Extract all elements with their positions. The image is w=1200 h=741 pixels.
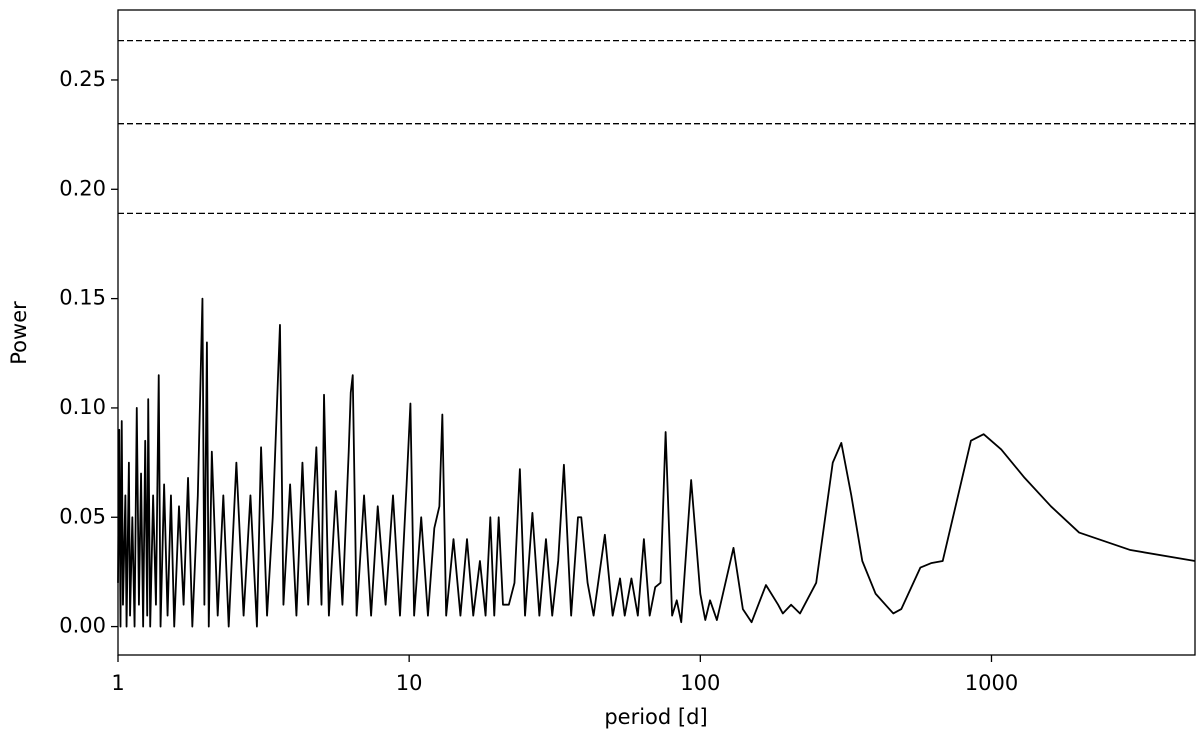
y-tick-label: 0.10: [59, 395, 106, 419]
y-tick-label: 0.15: [59, 286, 106, 310]
y-tick-label: 0.00: [59, 614, 106, 638]
y-tick-label: 0.05: [59, 504, 106, 528]
x-tick-label: 1: [111, 671, 124, 695]
x-tick-label: 1000: [965, 671, 1018, 695]
x-tick-label: 10: [396, 671, 423, 695]
x-axis-label: period [d]: [604, 705, 707, 729]
plot-frame: [117, 9, 1196, 656]
x-tick-label: 100: [680, 671, 720, 695]
y-axis-label: Power: [7, 301, 31, 365]
y-tick-label: 0.25: [59, 67, 106, 91]
y-tick-label: 0.20: [59, 176, 106, 200]
series-line: [117, 297, 1196, 628]
